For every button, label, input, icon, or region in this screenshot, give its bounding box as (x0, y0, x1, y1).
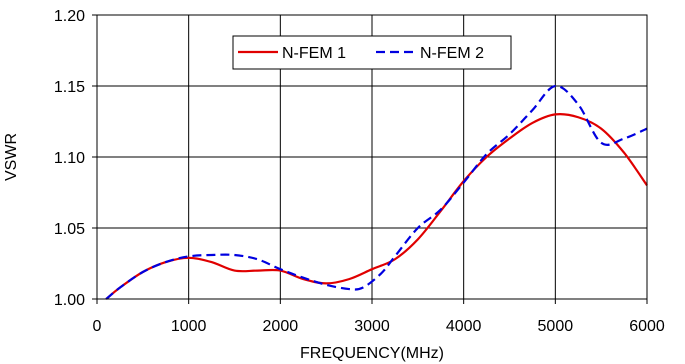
y-tick-label: 1.10 (54, 150, 85, 167)
x-tick-label: 4000 (446, 318, 482, 335)
series-line-n-fem-1 (105, 113, 648, 300)
legend-label-n-fem-1: N-FEM 1 (282, 45, 346, 62)
series-line-n-fem-2 (105, 84, 648, 300)
y-tick-label: 1.00 (54, 292, 85, 309)
legend-box (232, 35, 512, 70)
legend-label-n-fem-2: N-FEM 2 (420, 45, 484, 62)
x-tick-label: 0 (93, 318, 102, 335)
y-tick-label: 1.05 (54, 221, 85, 238)
y-tick-label: 1.20 (54, 8, 85, 25)
x-axis-ticks: 0 1000 2000 3000 4000 5000 6000 (93, 299, 665, 335)
x-tick-label: 6000 (629, 318, 665, 335)
legend: N-FEM 1 N-FEM 2 (232, 35, 512, 70)
x-tick-label: 3000 (354, 318, 390, 335)
x-tick-label: 1000 (171, 318, 207, 335)
series-layer (105, 84, 648, 300)
y-axis-label: VSWR (3, 133, 20, 181)
x-axis-label: FREQUENCY(MHz) (300, 345, 444, 362)
x-tick-label: 2000 (263, 318, 299, 335)
y-axis-ticks: 1.00 1.05 1.10 1.15 1.20 (54, 8, 97, 309)
y-tick-label: 1.15 (54, 79, 85, 96)
x-tick-label: 5000 (538, 318, 574, 335)
